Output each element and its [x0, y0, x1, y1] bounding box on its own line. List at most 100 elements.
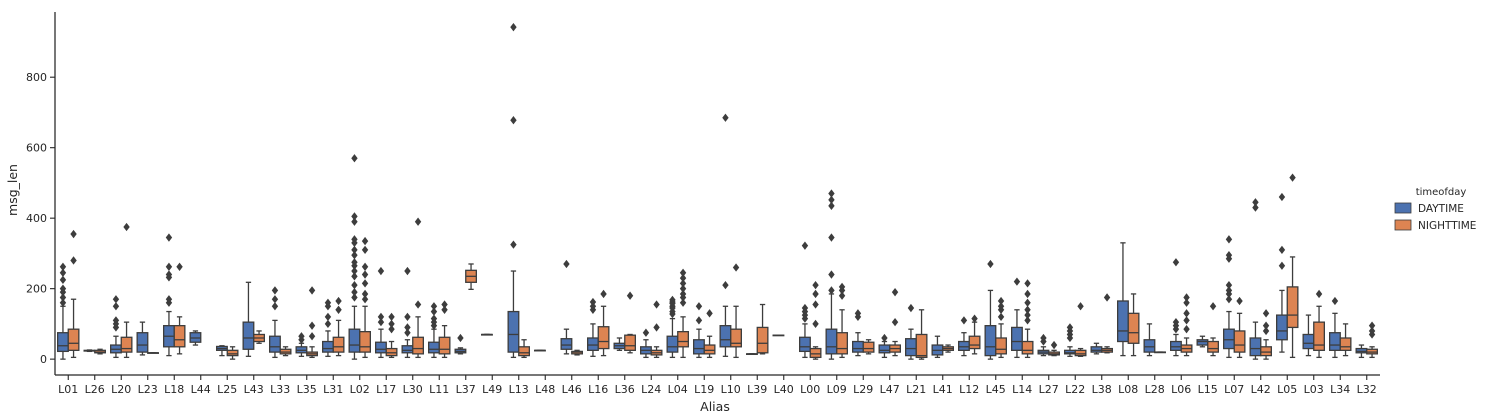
outlier-point — [377, 266, 385, 276]
outlier-point — [351, 217, 358, 226]
outlier-point — [1262, 309, 1270, 318]
outlier-point — [59, 293, 67, 302]
box-daytime-l37 — [454, 333, 467, 355]
x-tick-label: L44 — [191, 383, 211, 396]
box-nighttime-l31 — [332, 296, 345, 357]
box-daytime-l22 — [1064, 323, 1076, 357]
box-body — [1276, 314, 1288, 341]
outlier-point — [1013, 277, 1021, 286]
box-body — [1143, 339, 1156, 353]
outlier-point — [1024, 305, 1031, 314]
x-tick-label: L40 — [774, 383, 794, 396]
box-daytime-l49 — [480, 333, 493, 336]
box-body — [862, 341, 875, 353]
box-body — [385, 347, 398, 357]
legend-swatch-nighttime — [1394, 219, 1412, 231]
box-nighttime-l39 — [756, 303, 769, 355]
box-body — [968, 335, 981, 350]
outlier-point — [669, 295, 676, 305]
outlier-point — [308, 286, 316, 295]
outlier-point — [351, 154, 358, 163]
x-tick-label: L43 — [244, 383, 264, 396]
outlier-point — [441, 305, 448, 314]
box-nighttime-l08 — [1127, 293, 1140, 357]
box-daytime-l04 — [666, 295, 679, 359]
y-axis: 0 200 400 600 800 — [26, 12, 56, 375]
box-daytime-l25 — [215, 345, 228, 357]
box-daytime-l03 — [1302, 314, 1315, 357]
legend-label-daytime: DAYTIME — [1418, 203, 1464, 215]
outlier-point — [271, 295, 279, 304]
box-daytime-l47 — [878, 333, 891, 359]
outlier-point — [695, 316, 703, 325]
x-tick-label: L07 — [1224, 383, 1244, 396]
box-daytime-l12 — [958, 316, 970, 357]
box-body — [518, 346, 531, 357]
outlier-point — [679, 279, 687, 288]
outlier-point — [722, 113, 729, 122]
box-daytime-l16 — [587, 297, 599, 357]
outlier-point — [430, 307, 438, 316]
x-tick-label: L09 — [827, 383, 847, 396]
outlier-point — [59, 284, 67, 293]
outlier-point — [324, 319, 332, 329]
outlier-point — [679, 268, 687, 277]
legend-swatch-daytime — [1394, 202, 1412, 214]
x-tick-label: L31 — [323, 383, 343, 396]
box-body — [1127, 312, 1140, 344]
outlier-point — [642, 328, 650, 337]
x-tick-label: L25 — [217, 383, 237, 396]
x-tick-label: L04 — [668, 383, 688, 396]
box-daytime-l01 — [57, 262, 69, 360]
box-daytime-l35 — [295, 332, 308, 357]
legend-label-nighttime: NIGHTTIME — [1418, 220, 1476, 232]
box-body — [836, 332, 849, 355]
box-daytime-l48 — [534, 349, 546, 352]
outlier-point — [589, 302, 597, 311]
box-daytime-l27 — [1037, 333, 1050, 357]
box-body — [1223, 328, 1235, 350]
box-nighttime-l11 — [438, 300, 451, 359]
outlier-point — [1225, 286, 1233, 295]
plot-area — [57, 22, 1379, 360]
box-daytime-l39 — [746, 353, 758, 356]
box-body — [226, 349, 239, 357]
x-tick-label: L36 — [615, 383, 635, 396]
box-nighttime-l01 — [67, 229, 80, 359]
outlier-point — [430, 302, 438, 311]
box-nighttime-l12 — [968, 314, 981, 355]
outlier-point — [653, 323, 660, 332]
outlier-point — [1225, 251, 1233, 260]
outlier-point — [1252, 203, 1259, 212]
box-daytime-l06 — [1170, 258, 1182, 357]
x-tick-label: L49 — [482, 383, 502, 396]
box-body — [677, 331, 690, 348]
outlier-point — [1103, 293, 1111, 302]
y-tick-label: 400 — [26, 212, 47, 225]
box-body — [359, 331, 372, 353]
outlier-point — [112, 295, 120, 304]
outlier-point — [1209, 302, 1217, 311]
box-daytime-l45 — [984, 259, 997, 360]
x-tick-label: L32 — [1357, 383, 1377, 396]
outlier-point — [695, 302, 703, 311]
box-body — [852, 340, 864, 353]
box-daytime-l14 — [1011, 277, 1023, 359]
outlier-point — [414, 217, 422, 226]
x-tick-label: L03 — [1304, 383, 1324, 396]
outlier-point — [351, 266, 358, 276]
box-nighttime-l27 — [1048, 340, 1061, 357]
outlier-point — [165, 233, 173, 242]
x-tick-label: L21 — [906, 383, 926, 396]
box-body — [1117, 300, 1129, 343]
outlier-point — [600, 289, 607, 299]
outlier-point — [828, 286, 835, 295]
box-daytime-l23 — [136, 321, 149, 356]
box-body — [1249, 337, 1262, 357]
outlier-point — [1252, 198, 1259, 207]
outlier-point — [298, 332, 305, 341]
outlier-point — [563, 259, 570, 269]
box-body — [1260, 346, 1273, 357]
box-body — [268, 335, 281, 353]
